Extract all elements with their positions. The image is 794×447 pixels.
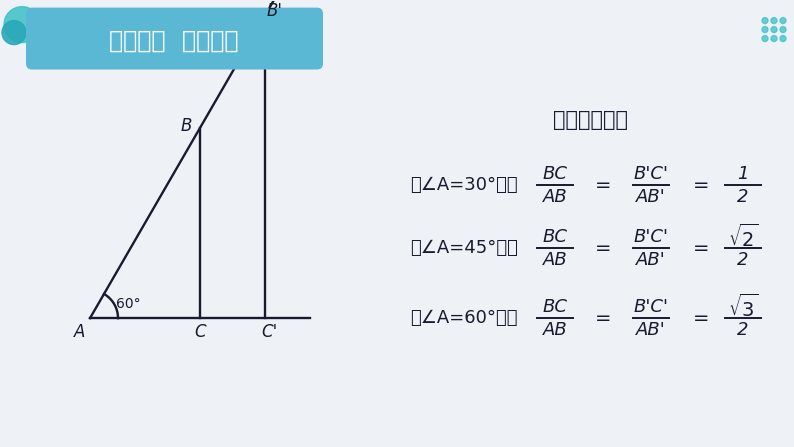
Text: 合作学习  感悟新知: 合作学习 感悟新知 — [110, 29, 239, 53]
Circle shape — [780, 36, 786, 42]
Circle shape — [2, 21, 26, 45]
Text: B'C': B'C' — [634, 298, 669, 316]
Text: =: = — [692, 176, 709, 195]
Circle shape — [762, 26, 768, 33]
Circle shape — [771, 26, 777, 33]
Text: 1: 1 — [738, 165, 749, 183]
Text: 当∠A=30°时，: 当∠A=30°时， — [410, 177, 518, 194]
Text: A: A — [75, 323, 86, 341]
Text: 2: 2 — [738, 251, 749, 269]
Text: =: = — [692, 309, 709, 328]
Text: =: = — [595, 239, 611, 258]
Text: B': B' — [267, 3, 283, 21]
Text: BC: BC — [542, 298, 568, 316]
Circle shape — [762, 17, 768, 24]
Text: B: B — [180, 117, 191, 135]
Text: AB': AB' — [636, 251, 666, 269]
Circle shape — [780, 26, 786, 33]
Text: 2: 2 — [738, 188, 749, 207]
Text: 当∠A=60°时，: 当∠A=60°时， — [410, 309, 518, 327]
Circle shape — [780, 17, 786, 24]
Text: BC: BC — [542, 165, 568, 183]
Text: C': C' — [261, 323, 277, 341]
Text: BC: BC — [542, 228, 568, 246]
Text: B'C': B'C' — [634, 165, 669, 183]
Text: AB: AB — [542, 188, 568, 207]
Text: 60°: 60° — [116, 297, 141, 311]
FancyBboxPatch shape — [26, 8, 323, 70]
Text: AB: AB — [542, 321, 568, 339]
Text: AB': AB' — [636, 321, 666, 339]
Text: B'C': B'C' — [634, 228, 669, 246]
Text: 2: 2 — [738, 321, 749, 339]
Text: =: = — [595, 309, 611, 328]
Text: AB': AB' — [636, 188, 666, 207]
Text: C: C — [195, 323, 206, 341]
Circle shape — [771, 36, 777, 42]
Text: $\sqrt{3}$: $\sqrt{3}$ — [727, 294, 758, 321]
Text: AB: AB — [542, 251, 568, 269]
Circle shape — [771, 17, 777, 24]
Text: 由经验可得：: 由经验可得： — [553, 110, 627, 131]
Text: $\sqrt{2}$: $\sqrt{2}$ — [727, 224, 758, 251]
Circle shape — [762, 36, 768, 42]
Text: =: = — [595, 176, 611, 195]
Text: 当∠A=45°时，: 当∠A=45°时， — [410, 239, 518, 257]
Text: =: = — [692, 239, 709, 258]
Circle shape — [4, 7, 40, 42]
